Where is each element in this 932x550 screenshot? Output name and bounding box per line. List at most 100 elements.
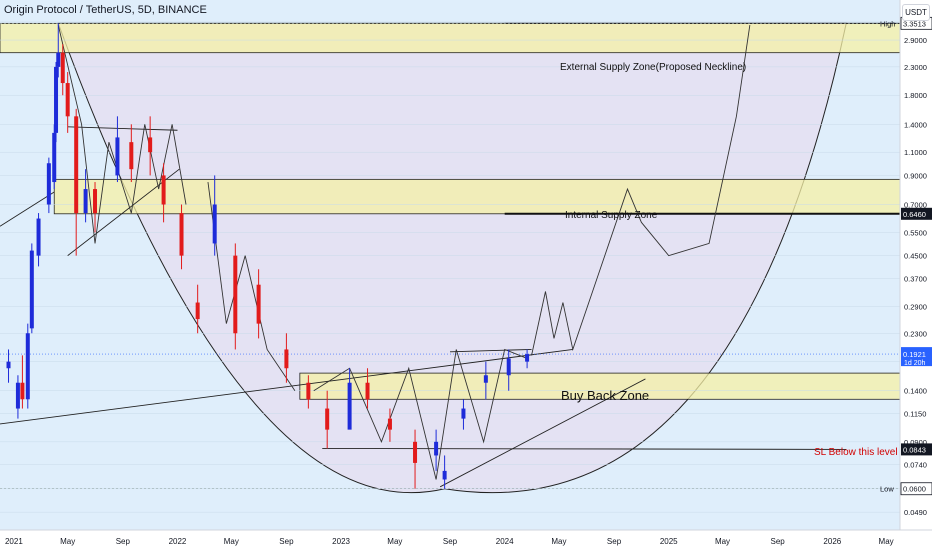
candle-body bbox=[83, 189, 88, 214]
price-tag-low bbox=[900, 482, 932, 496]
y-tick-label: 0.9000 bbox=[904, 171, 927, 180]
y-tick-label: 1.1000 bbox=[904, 148, 927, 157]
candle-body bbox=[461, 408, 466, 419]
candle-body bbox=[434, 441, 439, 456]
exchange-label: BINANCE bbox=[157, 4, 207, 16]
projection-path bbox=[531, 25, 751, 356]
candle-body bbox=[56, 52, 61, 67]
x-tick-label: 2024 bbox=[496, 537, 514, 546]
time-axis bbox=[0, 530, 932, 550]
candle-body bbox=[325, 408, 330, 430]
y-tick-label: 0.4500 bbox=[904, 252, 927, 261]
stop-loss-line bbox=[322, 447, 847, 450]
rising-trendline bbox=[439, 378, 646, 488]
candle-body bbox=[195, 302, 200, 320]
x-tick-label: May bbox=[60, 537, 75, 546]
candle-body bbox=[52, 132, 57, 183]
zone-internal-supply-zone bbox=[53, 178, 901, 215]
support-trendline bbox=[0, 348, 573, 425]
candle-body bbox=[233, 255, 238, 334]
wave-path-2023 bbox=[313, 348, 528, 480]
y-tick-label: 2.3000 bbox=[904, 63, 927, 72]
countdown-label: 1d 20h bbox=[904, 360, 926, 367]
candle-body bbox=[483, 375, 488, 383]
candle-body bbox=[60, 52, 65, 84]
neckline-short bbox=[449, 348, 532, 353]
y-tick-label: 0.0740 bbox=[904, 460, 927, 469]
currency-button[interactable]: USDT bbox=[902, 4, 930, 21]
candle-body bbox=[25, 333, 30, 400]
y-tick-label: 0.0490 bbox=[904, 508, 927, 517]
y-tick-label: 2.9000 bbox=[904, 36, 927, 45]
annotation-stop-loss: SL Below this level bbox=[814, 447, 898, 458]
price-tag-last-value: 0.1921 bbox=[903, 350, 926, 359]
annotation-external-supply: External Supply Zone(Proposed Neckline) bbox=[560, 62, 746, 73]
x-tick-label: May bbox=[551, 537, 566, 546]
candle-body bbox=[6, 361, 11, 369]
left-trendline bbox=[0, 191, 55, 227]
y-tick-label: 0.7000 bbox=[904, 201, 927, 210]
candle-body bbox=[306, 382, 311, 400]
candle-body bbox=[413, 441, 418, 463]
y-tick-label: 1.8000 bbox=[904, 91, 927, 100]
candle-body bbox=[93, 189, 98, 214]
candle-body bbox=[46, 163, 51, 205]
candle-body bbox=[65, 83, 70, 117]
triangle-bottom-line bbox=[67, 168, 180, 256]
candle-body bbox=[15, 382, 20, 409]
x-tick-label: 2022 bbox=[169, 537, 187, 546]
candle-body bbox=[387, 418, 392, 430]
x-tick-label: Sep bbox=[279, 537, 294, 546]
price-tag-low-value: 0.0600 bbox=[903, 485, 926, 494]
y-tick-label: 0.3700 bbox=[904, 274, 927, 283]
y-tick-label: 0.5500 bbox=[904, 228, 927, 237]
zone-external-supply-zone bbox=[0, 22, 901, 54]
interval-label: 5D bbox=[137, 4, 152, 16]
y-tick-label: 0.1150 bbox=[904, 409, 926, 418]
candle-body bbox=[179, 213, 184, 256]
x-tick-label: May bbox=[387, 537, 402, 546]
candle-body bbox=[506, 358, 511, 376]
x-tick-label: 2021 bbox=[5, 537, 23, 546]
price-tag-stop-loss-value: 0.0843 bbox=[903, 445, 926, 454]
price-tag-high-value: 3.3513 bbox=[903, 19, 926, 28]
candle-body bbox=[29, 250, 34, 329]
y-tick-label: 0.0900 bbox=[904, 438, 927, 447]
candle-body bbox=[129, 142, 134, 170]
candle-body bbox=[20, 382, 25, 400]
price-tag-internal-supply-value: 0.6460 bbox=[903, 210, 926, 219]
pair-name: Origin Protocol / TetherUS bbox=[4, 4, 132, 16]
symbol-title: Origin Protocol / TetherUS, 5D, BINANCE bbox=[4, 4, 207, 16]
price-axis bbox=[900, 0, 932, 550]
price-tag-high-label: High bbox=[880, 19, 895, 28]
price-tag-last bbox=[901, 347, 932, 367]
y-tick-label: 1.4000 bbox=[904, 120, 927, 129]
candle-body bbox=[115, 137, 120, 176]
wave-path-2021 bbox=[57, 25, 187, 244]
candle-body bbox=[525, 354, 530, 362]
y-tick-label: 0.2300 bbox=[904, 329, 927, 338]
candle-body bbox=[74, 116, 79, 214]
annotation-buy-back: Buy Back Zone bbox=[561, 388, 649, 403]
triangle-top-line bbox=[67, 126, 178, 131]
annotation-internal-supply: Internal Supply Zone bbox=[565, 210, 658, 221]
price-tag-low-label: Low bbox=[880, 485, 894, 494]
x-tick-label: 2025 bbox=[660, 537, 678, 546]
x-tick-label: Sep bbox=[771, 537, 786, 546]
x-tick-label: 2026 bbox=[823, 537, 841, 546]
x-tick-label: May bbox=[879, 537, 894, 546]
candle-body bbox=[161, 175, 166, 205]
x-tick-label: May bbox=[715, 537, 730, 546]
y-tick-label: 0.1400 bbox=[904, 387, 927, 396]
candle-body bbox=[365, 382, 370, 400]
candle-body bbox=[212, 204, 217, 244]
x-tick-label: Sep bbox=[443, 537, 458, 546]
x-tick-label: 2023 bbox=[332, 537, 350, 546]
wave-path-2022 bbox=[207, 181, 296, 391]
candle-body bbox=[54, 66, 59, 133]
candle-body bbox=[284, 349, 289, 369]
y-tick-label: 0.2900 bbox=[904, 302, 927, 311]
candle-body bbox=[347, 382, 352, 430]
